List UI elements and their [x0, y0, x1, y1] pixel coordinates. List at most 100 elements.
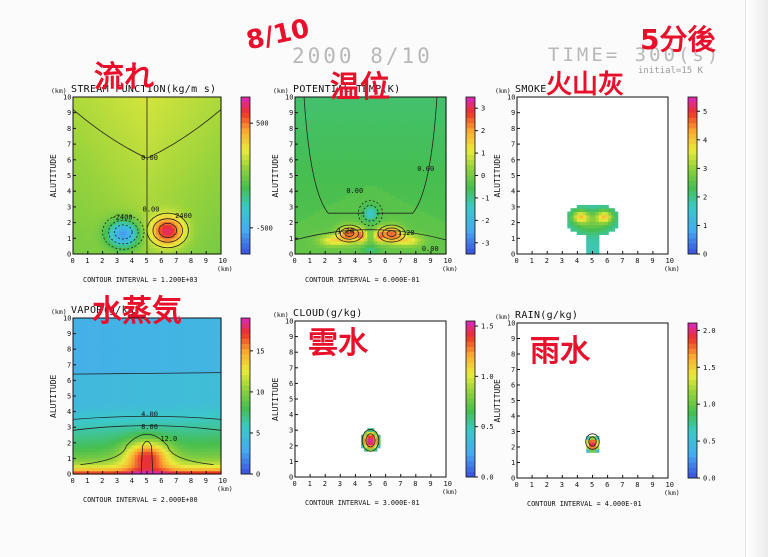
field-cells — [73, 318, 222, 475]
x-tick-label: 2 — [323, 257, 327, 265]
initial-note: initial=15 K — [638, 66, 704, 76]
y-axis-label: ALUTITUDE — [49, 154, 58, 198]
y-tick-label: 7 — [511, 366, 515, 374]
y-tick-label: 8 — [289, 349, 293, 357]
x-tick-label: 0 — [515, 481, 519, 489]
x-tick-label: 1 — [308, 480, 312, 488]
x-tick-label: 5 — [368, 480, 372, 488]
y-tick-label: 6 — [289, 380, 293, 388]
colorbar-tick-label: 4 — [703, 136, 707, 144]
y-tick-label: 7 — [511, 141, 515, 149]
contour-label: 0.00 — [141, 154, 158, 162]
panel-rain: 0 1 2 3 4 5 6 7 8 9 10012345678910(km)(km)ALUTITUD… — [493, 310, 716, 508]
y-tick-label: 0 — [67, 251, 71, 259]
y-tick-label: 4 — [511, 188, 515, 196]
x-tick-label: 9 — [650, 257, 654, 265]
colorbar: 5 4 3 2 1 0 — [687, 96, 707, 259]
x-tick-label: 4 — [353, 257, 357, 265]
handwritten-temp: 温位 — [330, 70, 390, 105]
x-tick-label: 3 — [338, 257, 342, 265]
y-tick-label: 7 — [289, 364, 293, 372]
contour-label: 1.20 — [398, 229, 415, 237]
x-unit: (km) — [442, 488, 458, 496]
x-tick-label: 3 — [338, 480, 342, 488]
x-tick-label: 2 — [545, 481, 549, 489]
contour-label: 0.00 — [417, 165, 434, 173]
colorbar-tick-label: 2 — [703, 193, 707, 201]
chart-title: VAPOR(g/kg) — [71, 305, 141, 316]
y-tick-label: 1 — [289, 235, 293, 243]
y-tick-label: 5 — [67, 393, 71, 401]
y-tick-label: 6 — [511, 382, 515, 390]
y-tick-label: 4 — [289, 411, 293, 419]
y-tick-label: 0 — [289, 474, 293, 482]
y-tick-label: 3 — [67, 203, 71, 211]
contour-lines — [72, 97, 222, 254]
y-tick-label: 4 — [511, 413, 515, 421]
field-cells — [567, 204, 619, 255]
y-unit: (km) — [273, 87, 289, 95]
page-edge — [745, 0, 768, 557]
x-tick-label: 1 — [85, 477, 89, 485]
x-tick-label: 3 — [115, 257, 119, 265]
x-tick-label: 10 — [444, 480, 452, 488]
x-tick-label: 8 — [413, 257, 417, 265]
x-tick-label: 10 — [219, 477, 227, 485]
y-unit: (km) — [51, 308, 67, 316]
x-tick-label: 10 — [219, 257, 227, 265]
colorbar-tick-label: 5 — [703, 108, 707, 116]
contour-interval: CONTOUR INTERVAL = 6.000E-01 — [305, 276, 420, 284]
y-tick-label: 10 — [285, 94, 293, 102]
x-tick-label: 7 — [620, 257, 624, 265]
contour-label: 8.00 — [141, 423, 158, 431]
x-unit: (km) — [442, 265, 458, 273]
colorbar-tick-label: 0.5 — [481, 423, 494, 431]
y-tick-label: 3 — [67, 424, 71, 432]
x-tick-label: 4 — [353, 480, 357, 488]
y-tick-label: 7 — [67, 141, 71, 149]
y-tick-label: 3 — [511, 203, 515, 211]
y-tick-label: 8 — [289, 125, 293, 133]
contour-interval: CONTOUR INTERVAL = 3.000E-01 — [305, 499, 420, 507]
y-tick-label: 5 — [289, 172, 293, 180]
x-tick-label: 5 — [590, 481, 594, 489]
y-unit: (km) — [273, 311, 289, 319]
contour-lines — [72, 372, 222, 475]
y-axis-label: ALUTITUDE — [49, 374, 58, 418]
contour-label: 2400 — [175, 212, 192, 220]
y-tick-label: 8 — [511, 351, 515, 359]
colorbar-tick-label: 15 — [256, 347, 264, 355]
y-axis-label: ALUTITUDE — [493, 154, 502, 198]
y-tick-label: 0 — [289, 251, 293, 259]
x-unit: (km) — [664, 265, 680, 273]
y-tick-label: 4 — [67, 408, 71, 416]
contour-interval: CONTOUR INTERVAL = 1.200E+03 — [83, 276, 198, 284]
y-tick-label: 9 — [511, 109, 515, 117]
x-tick-label: 8 — [189, 257, 193, 265]
y-tick-label: 8 — [67, 346, 71, 354]
y-tick-label: 6 — [67, 156, 71, 164]
colorbar-tick-label: 1.0 — [703, 401, 716, 409]
date-header: 2000 8/10 — [292, 44, 433, 68]
x-tick-label: 0 — [293, 480, 297, 488]
y-tick-label: 4 — [67, 188, 71, 196]
x-tick-label: 6 — [605, 257, 609, 265]
y-tick-label: 2 — [67, 219, 71, 227]
y-tick-label: 1 — [67, 455, 71, 463]
y-axis-label: ALUTITUDE — [271, 154, 280, 198]
y-tick-label: 9 — [289, 333, 293, 341]
colorbar-tick-label: 0.5 — [703, 438, 716, 446]
contour-label: 0.00 — [143, 206, 160, 214]
y-tick-label: 8 — [67, 125, 71, 133]
y-axis-label: ALUTITUDE — [493, 379, 502, 423]
time-header: TIME= 300(s) — [548, 44, 722, 66]
y-tick-label: 0 — [67, 471, 71, 479]
panel-stream: 0.00 -2400 2400 0.00 0 1 2 3 4 5 6 7 8 9 10 0 1 2 3 4 5 6 7 8 9 1… — [49, 84, 273, 284]
x-tick-label: 6 — [159, 477, 163, 485]
y-tick-label: 9 — [67, 330, 71, 338]
x-tick-label: 3 — [560, 257, 564, 265]
chart-title: SMOKE — [515, 84, 547, 95]
colorbar-tick-label: 2.0 — [703, 327, 716, 335]
y-tick-label: 6 — [511, 156, 515, 164]
colorbar-tick-label: 3 — [703, 165, 707, 173]
